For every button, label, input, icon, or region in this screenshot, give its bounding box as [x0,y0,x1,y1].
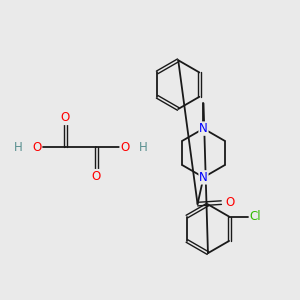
Text: Cl: Cl [250,210,262,223]
Text: N: N [199,171,208,184]
Text: O: O [32,140,42,154]
Text: H: H [139,140,148,154]
Text: O: O [225,196,234,209]
Text: O: O [120,140,129,154]
Text: O: O [92,170,101,183]
Text: O: O [61,111,70,124]
Text: H: H [14,140,23,154]
Text: N: N [199,122,208,135]
